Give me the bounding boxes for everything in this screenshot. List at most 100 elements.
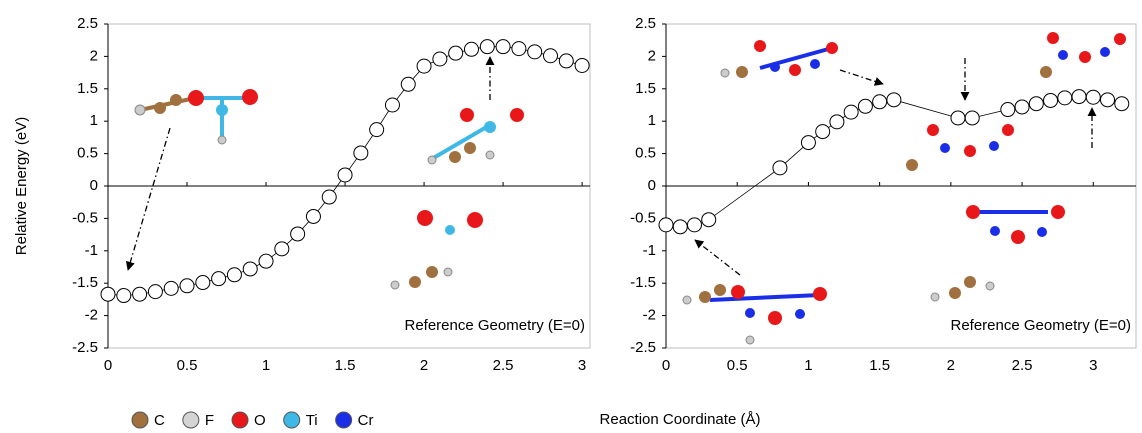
data-point — [163, 280, 179, 296]
data-point — [463, 41, 479, 57]
panel: -2.5 -2 -1.5 -1 -0.5 0 0.5 1 1.5 2 2.5 0 0.5 1 1.5 2 2.5… — [72, 15, 591, 374]
y-tick-label: 0.5 — [77, 145, 98, 162]
data-point — [1014, 99, 1030, 115]
data-point — [116, 288, 132, 304]
x-axis-label: Reaction Coordinate (Å) — [600, 411, 761, 428]
data-point — [416, 58, 432, 74]
panel: -2.5 -2 -1.5 -1 -0.5 0 0.5 1 1.5 2 2.5 0 0.5 1 1.5 2 2.5… — [630, 15, 1137, 374]
data-point — [179, 278, 195, 294]
data-point — [542, 48, 558, 64]
data-point — [701, 212, 717, 228]
legend-label: C — [154, 412, 165, 429]
data-point — [1100, 92, 1116, 108]
y-tick-label: -2 — [643, 307, 656, 324]
y-axis-label: Relative Energy (eV) — [13, 117, 30, 255]
data-point — [258, 253, 274, 269]
data-point — [1057, 90, 1073, 106]
data-point — [242, 261, 258, 277]
data-point — [337, 167, 353, 183]
x-tick-label: 1 — [262, 357, 270, 374]
data-point — [479, 39, 495, 55]
y-tick-label: 2 — [648, 47, 656, 64]
data-point — [950, 110, 966, 126]
x-tick-label: 3 — [578, 357, 586, 374]
legend-label: Ti — [306, 412, 318, 429]
legend-swatch — [131, 411, 149, 429]
legend-swatch — [335, 411, 353, 429]
x-tick-label: 0.5 — [727, 357, 748, 374]
y-tick-label: -2.5 — [72, 339, 98, 356]
data-point — [1114, 96, 1130, 112]
y-tick-label: -2.5 — [630, 339, 656, 356]
y-tick-label: 1 — [648, 112, 656, 129]
y-tick-label: 0 — [90, 177, 98, 194]
y-tick-label: 2.5 — [635, 15, 656, 32]
data-point — [686, 217, 702, 233]
data-point — [886, 92, 902, 108]
data-point — [1071, 89, 1087, 105]
y-tick-label: 2.5 — [77, 15, 98, 32]
atom-legend: C F O Ti Cr — [131, 411, 374, 429]
data-point — [857, 98, 873, 114]
y-tick-label: 0 — [648, 177, 656, 194]
data-point — [321, 189, 337, 205]
y-tick-label: 2 — [90, 47, 98, 64]
data-point — [384, 97, 400, 113]
data-point — [100, 286, 116, 302]
legend-label: O — [254, 412, 266, 429]
annotation: Reference Geometry (E=0) — [951, 317, 1132, 334]
y-tick-label: 0.5 — [635, 145, 656, 162]
y-tick-label: -1 — [85, 242, 98, 259]
x-tick-label: 2.5 — [493, 357, 514, 374]
data-point — [672, 219, 688, 235]
legend-label: Cr — [358, 412, 374, 429]
legend-label: F — [205, 412, 214, 429]
x-tick-label: 1 — [804, 357, 812, 374]
annotation: Reference Geometry (E=0) — [405, 317, 586, 334]
data-point — [305, 208, 321, 224]
data-point — [1043, 92, 1059, 108]
x-tick-label: 3 — [1089, 357, 1097, 374]
data-point — [448, 45, 464, 61]
x-tick-label: 2 — [420, 357, 428, 374]
data-point — [658, 217, 674, 233]
data-point — [274, 241, 290, 257]
data-point — [353, 145, 369, 161]
x-tick-label: 0 — [104, 357, 112, 374]
y-tick-label: -0.5 — [630, 209, 656, 226]
x-tick-label: 0.5 — [177, 357, 198, 374]
data-point — [574, 57, 590, 73]
data-point — [511, 41, 527, 57]
legend-swatch — [231, 411, 249, 429]
data-point — [369, 122, 385, 138]
data-point — [1028, 96, 1044, 112]
y-tick-label: 1.5 — [77, 80, 98, 97]
data-point — [558, 53, 574, 69]
data-point — [1000, 102, 1016, 118]
data-point — [527, 44, 543, 60]
data-point — [495, 39, 511, 55]
data-point — [843, 104, 859, 120]
legend-swatch — [182, 411, 200, 429]
data-point — [147, 284, 163, 300]
x-tick-label: 2.5 — [1012, 357, 1033, 374]
molecules — [134, 32, 1126, 345]
y-tick-label: -0.5 — [72, 209, 98, 226]
x-tick-label: 1.5 — [869, 357, 890, 374]
data-point — [432, 51, 448, 67]
data-point — [195, 275, 211, 291]
y-tick-label: 1.5 — [635, 80, 656, 97]
x-tick-label: 1.5 — [335, 357, 356, 374]
y-tick-label: -1.5 — [630, 274, 656, 291]
data-point — [872, 94, 888, 110]
y-tick-label: 1 — [90, 112, 98, 129]
arrows — [125, 56, 1097, 276]
legend-swatch — [283, 411, 301, 429]
data-point — [290, 226, 306, 242]
data-point — [211, 271, 227, 287]
data-point — [132, 286, 148, 302]
data-point — [964, 110, 980, 126]
data-point — [1085, 89, 1101, 105]
data-point — [815, 124, 831, 140]
